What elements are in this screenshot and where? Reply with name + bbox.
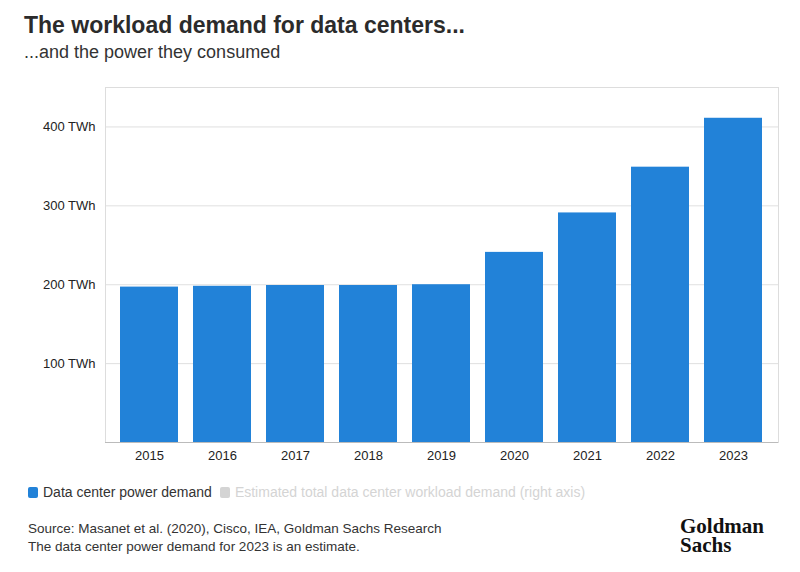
svg-text:2017: 2017 <box>281 448 310 463</box>
html-text:The data center power demand f: The data center power demand for 2023 is… <box>28 539 360 554</box>
html-text:The workload demand for data c: The workload demand for data centers... <box>24 12 465 38</box>
html-text:Estimated total data center wo: Estimated total data center workload dem… <box>234 484 585 500</box>
svg-text:2022: 2022 <box>646 448 675 463</box>
svg-text:400 TWh: 400 TWh <box>43 119 96 134</box>
svg-text:100 TWh: 100 TWh <box>43 356 96 371</box>
svg-text:2021: 2021 <box>573 448 602 463</box>
svg-text:2015: 2015 <box>135 448 164 463</box>
svg-text:200 TWh: 200 TWh <box>43 277 96 292</box>
html-text:Goldman Sachs: Goldman Sachs <box>680 514 764 557</box>
svg-text:2018: 2018 <box>354 448 383 463</box>
html-text:...and the power they consumed: ...and the power they consumed <box>24 42 281 62</box>
svg-text:2020: 2020 <box>500 448 529 463</box>
svg-text:2019: 2019 <box>427 448 456 463</box>
svg-text:2016: 2016 <box>208 448 237 463</box>
svg-text:2023: 2023 <box>719 448 748 463</box>
html-text:Data center power demand: Data center power demand <box>43 484 212 500</box>
html-text:Source: Masanet et al. (2020),: Source: Masanet et al. (2020), Cisco, IE… <box>28 521 442 536</box>
svg-text:300 TWh: 300 TWh <box>43 198 96 213</box>
